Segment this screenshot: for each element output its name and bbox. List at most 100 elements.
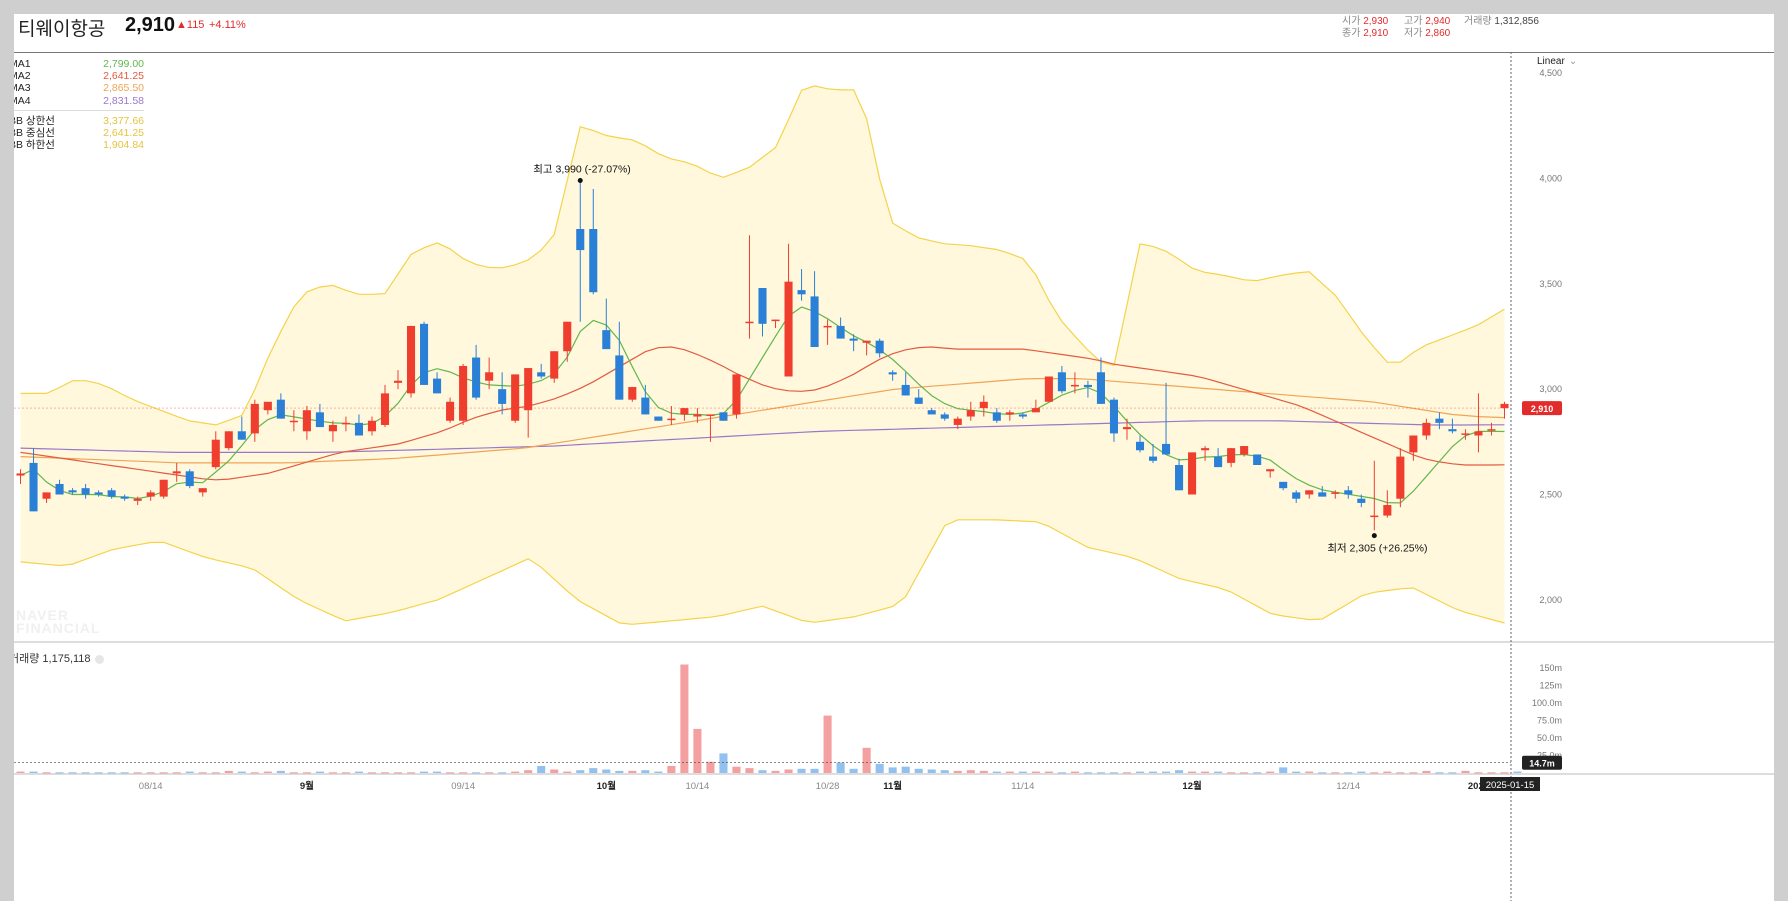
- volume-bar[interactable]: [1162, 771, 1171, 773]
- volume-bar[interactable]: [1096, 772, 1105, 774]
- candle-body[interactable]: [732, 374, 741, 415]
- volume-bar[interactable]: [433, 771, 442, 773]
- volume-bar[interactable]: [1083, 772, 1092, 774]
- volume-bar[interactable]: [380, 772, 390, 774]
- volume-bar[interactable]: [1370, 772, 1379, 774]
- candle-body[interactable]: [459, 365, 468, 421]
- volume-bar[interactable]: [485, 772, 494, 774]
- candle-body[interactable]: [602, 330, 611, 350]
- volume-bar[interactable]: [250, 772, 259, 774]
- volume-bar[interactable]: [914, 768, 923, 773]
- candle-body[interactable]: [823, 325, 832, 328]
- volume-bar[interactable]: [615, 770, 624, 773]
- volume-bar[interactable]: [1214, 771, 1223, 773]
- candle-body[interactable]: [172, 471, 181, 474]
- candle-body[interactable]: [901, 384, 910, 396]
- settings-dot-icon[interactable]: [94, 654, 104, 664]
- candle-body[interactable]: [1435, 418, 1444, 423]
- volume-bar[interactable]: [511, 771, 520, 773]
- candle-body[interactable]: [797, 290, 806, 295]
- candle-body[interactable]: [1383, 505, 1392, 516]
- volume-bar[interactable]: [263, 771, 272, 773]
- candle-body[interactable]: [1448, 429, 1457, 432]
- candle-body[interactable]: [446, 401, 455, 421]
- candle-body[interactable]: [628, 387, 637, 400]
- volume-bar[interactable]: [745, 768, 754, 773]
- volume-bar[interactable]: [693, 728, 702, 773]
- volume-bar[interactable]: [68, 772, 77, 774]
- volume-bar[interactable]: [953, 770, 962, 773]
- volume-bar[interactable]: [550, 769, 559, 774]
- candle-body[interactable]: [1344, 490, 1353, 495]
- candle-body[interactable]: [42, 492, 51, 499]
- candle-body[interactable]: [1227, 448, 1236, 463]
- candle-body[interactable]: [1188, 452, 1197, 495]
- candle-body[interactable]: [1070, 384, 1079, 387]
- volume-bar[interactable]: [55, 772, 64, 774]
- volume-bar[interactable]: [836, 762, 845, 774]
- volume-bar[interactable]: [1135, 771, 1145, 773]
- candle-body[interactable]: [979, 401, 988, 409]
- candle-body[interactable]: [1162, 443, 1171, 455]
- volume-bar[interactable]: [172, 772, 181, 774]
- volume-bar[interactable]: [888, 767, 897, 773]
- volume-bar[interactable]: [367, 772, 377, 774]
- volume-bar[interactable]: [1435, 772, 1444, 774]
- volume-bar[interactable]: [446, 772, 455, 774]
- candle-body[interactable]: [888, 372, 897, 375]
- candle-body[interactable]: [1135, 441, 1145, 451]
- price-chart[interactable]: 최고 3,990 (-27.07%) 최저 2,305 (+26.25%) 2,00…: [14, 14, 1774, 901]
- candle-body[interactable]: [341, 422, 350, 425]
- candle-body[interactable]: [953, 418, 962, 425]
- candle-body[interactable]: [1305, 490, 1314, 495]
- volume-bar[interactable]: [537, 766, 546, 773]
- volume-bar[interactable]: [771, 770, 780, 773]
- candle-body[interactable]: [29, 462, 38, 512]
- volume-bar[interactable]: [1031, 771, 1040, 773]
- volume-bar[interactable]: [1448, 772, 1457, 774]
- volume-bar[interactable]: [1044, 771, 1053, 773]
- volume-bar[interactable]: [706, 761, 715, 773]
- volume-bar[interactable]: [862, 747, 871, 773]
- volume-bar[interactable]: [185, 771, 194, 773]
- candle-body[interactable]: [485, 372, 494, 381]
- volume-bar[interactable]: [211, 772, 220, 774]
- volume-bar[interactable]: [1109, 772, 1119, 774]
- candle-body[interactable]: [693, 414, 702, 417]
- candle-body[interactable]: [1474, 431, 1483, 436]
- volume-bar[interactable]: [146, 772, 155, 774]
- candle-body[interactable]: [576, 229, 585, 251]
- volume-bar[interactable]: [563, 771, 572, 773]
- candle-body[interactable]: [719, 412, 728, 421]
- volume-bar[interactable]: [1422, 770, 1431, 773]
- candle-body[interactable]: [940, 414, 949, 419]
- volume-bar[interactable]: [1148, 771, 1158, 773]
- candle-body[interactable]: [289, 420, 298, 423]
- candle-body[interactable]: [1370, 515, 1379, 518]
- candle-body[interactable]: [302, 410, 311, 432]
- volume-bar[interactable]: [797, 768, 806, 773]
- volume-bar[interactable]: [758, 770, 767, 773]
- volume-bar[interactable]: [289, 772, 298, 774]
- candle-body[interactable]: [1201, 448, 1210, 451]
- volume-bar[interactable]: [1266, 771, 1275, 773]
- candle-body[interactable]: [133, 498, 142, 501]
- volume-bar[interactable]: [159, 772, 168, 774]
- volume-bar[interactable]: [966, 770, 975, 773]
- candle-body[interactable]: [563, 321, 572, 352]
- candle-body[interactable]: [1331, 492, 1340, 494]
- volume-bar[interactable]: [81, 772, 90, 774]
- volume-bar[interactable]: [628, 770, 637, 773]
- candle-body[interactable]: [537, 372, 546, 377]
- candle-body[interactable]: [380, 393, 390, 425]
- candle-body[interactable]: [524, 368, 533, 411]
- volume-bar[interactable]: [406, 772, 416, 774]
- candle-body[interactable]: [94, 492, 103, 495]
- candle-body[interactable]: [836, 325, 845, 339]
- volume-bar[interactable]: [589, 768, 598, 773]
- volume-bar[interactable]: [42, 772, 51, 774]
- candle-body[interactable]: [1005, 412, 1014, 415]
- candle-body[interactable]: [1292, 492, 1301, 499]
- volume-bar[interactable]: [979, 770, 988, 773]
- candle-body[interactable]: [472, 357, 481, 398]
